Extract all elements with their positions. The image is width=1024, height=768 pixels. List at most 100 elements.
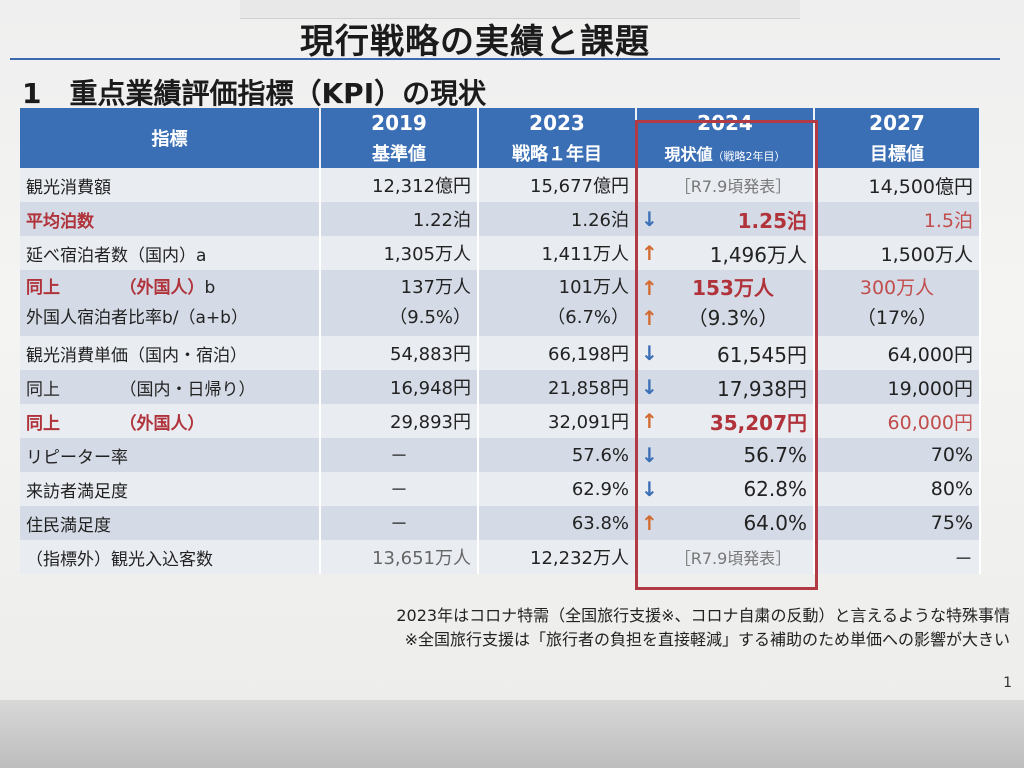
cell-2023: 101万人 （6.7%） <box>478 270 637 336</box>
cell-2027: 64,000円 <box>814 336 981 370</box>
header-current-label: 現状値 <box>664 145 713 164</box>
cell-2027: 80% <box>814 472 981 506</box>
arrow-down-icon: ↓ <box>641 443 658 467</box>
cell-2019: 12,312億円 <box>320 168 479 202</box>
footnote-1: 2023年はコロナ特需（全国旅行支援※、コロナ自粛の反動）と言えるような特殊事情 <box>396 606 1010 625</box>
cell-2024: ［R7.9頃発表］ <box>636 540 815 574</box>
cell-2023-b: （6.7%） <box>547 307 629 328</box>
current-value-a: 153万人 <box>692 276 774 300</box>
cell-2019: 16,948円 <box>320 370 479 404</box>
cell-2027: 14,500億円 <box>814 168 981 202</box>
table-row: 平均泊数 1.22泊 1.26泊 ↓ 1.25泊 1.5泊 <box>20 202 981 236</box>
cell-2024: ↑ 35,207円 <box>636 404 815 438</box>
cell-2019-a: 137万人 <box>400 277 471 298</box>
cell-2023: 66,198円 <box>478 336 637 370</box>
cell-2019: 29,893円 <box>320 404 479 438</box>
arrow-down-icon: ↓ <box>641 341 658 365</box>
header-year-2019: 2019 <box>320 108 479 138</box>
header-current-note: （戦略2年目） <box>712 150 786 163</box>
header-baseline: 基準値 <box>320 138 479 168</box>
table-row: 同上 （外国人）b 外国人宿泊者比率b/（a+b） 137万人 （9.5%） 10… <box>20 270 981 336</box>
target-value-a: 300万人 <box>859 277 935 299</box>
current-value: 1,496万人 <box>709 242 807 267</box>
cell-2023: 1.26泊 <box>478 202 637 236</box>
row-label: 来訪者満足度 <box>20 472 321 506</box>
row-label-same: 同上 <box>26 379 60 400</box>
cell-2019: 1.22泊 <box>320 202 479 236</box>
row-label-line1: 同上 （外国人）b <box>26 273 313 303</box>
cell-2024: ↑ ↑ 153万人 （9.3%） <box>636 270 815 336</box>
target-value-b: （17%） <box>856 307 938 329</box>
cell-2019: 13,651万人 <box>320 540 479 574</box>
paper-edge <box>240 0 800 19</box>
cell-2023: 21,858円 <box>478 370 637 404</box>
table-row: 観光消費単価（国内・宿泊） 54,883円 66,198円 ↓ 61,545円 6… <box>20 336 981 370</box>
kpi-table: 指標 2019 2023 2024 2027 基準値 戦略１年目 現状値（戦略2… <box>20 108 981 574</box>
cell-2023: 15,677億円 <box>478 168 637 202</box>
cell-2019-b: （9.5%） <box>389 307 471 328</box>
table-row: 住民満足度 － 63.8% ↑ 64.0% 75% <box>20 506 981 540</box>
table-row: 同上 （外国人） 29,893円 32,091円 ↑ 35,207円 60,000… <box>20 404 981 438</box>
table-row: 延べ宿泊者数（国内）a 1,305万人 1,411万人 ↑ 1,496万人 1,5… <box>20 236 981 270</box>
cell-2019: 54,883円 <box>320 336 479 370</box>
cell-2019: 1,305万人 <box>320 236 479 270</box>
cell-2027: 19,000円 <box>814 370 981 404</box>
section-heading: 1 重点業績評価指標（KPI）の現状 <box>22 77 487 110</box>
table-row: （指標外）観光入込客数 13,651万人 12,232万人 ［R7.9頃発表］ … <box>20 540 981 574</box>
row-label: 同上 （外国人） <box>20 404 321 438</box>
cell-2024: ↓ 1.25泊 <box>636 202 815 236</box>
row-label: 平均泊数 <box>20 202 321 236</box>
cell-2019: 137万人 （9.5%） <box>320 270 479 336</box>
row-label: リピーター率 <box>20 438 321 472</box>
cell-2023: 57.6% <box>478 438 637 472</box>
cell-2023: 1,411万人 <box>478 236 637 270</box>
row-label-same: 同上 <box>26 413 60 434</box>
cell-2023: 62.9% <box>478 472 637 506</box>
header-year-2024: 2024 <box>636 108 815 138</box>
arrow-up-icon: ↑ <box>641 511 658 535</box>
header-target-value: 目標値 <box>814 138 981 168</box>
page-title: 現行戦略の実績と課題 <box>300 22 650 62</box>
cell-2027: 1.5泊 <box>814 202 981 236</box>
row-label-b: b <box>204 278 216 298</box>
arrow-down-icon: ↓ <box>641 207 658 231</box>
current-value: 35,207円 <box>709 410 807 435</box>
header-year-2023: 2023 <box>478 108 637 138</box>
row-label: 住民満足度 <box>20 506 321 540</box>
current-value: 64.0% <box>743 511 807 535</box>
current-value: 56.7% <box>743 443 807 467</box>
footnotes: 2023年はコロナ特需（全国旅行支援※、コロナ自粛の反動）と言えるような特殊事情… <box>250 604 1010 652</box>
cell-2023: 12,232万人 <box>478 540 637 574</box>
row-label-foreign: （外国人） <box>128 278 205 298</box>
cell-2024: ［R7.9頃発表］ <box>636 168 815 202</box>
cell-2019: － <box>320 506 479 540</box>
cell-2024: ↓ 56.7% <box>636 438 815 472</box>
cell-2023: 63.8% <box>478 506 637 540</box>
page-number: 1 <box>1003 675 1012 691</box>
cell-2027: － <box>814 540 981 574</box>
row-label: 観光消費額 <box>20 168 321 202</box>
table-row: 観光消費額 12,312億円 15,677億円 ［R7.9頃発表］ 14,500… <box>20 168 981 202</box>
current-value: 1.25泊 <box>737 208 807 233</box>
row-label: 観光消費単価（国内・宿泊） <box>20 336 321 370</box>
cell-2024: ↓ 61,545円 <box>636 336 815 370</box>
row-label: 同上 （国内・日帰り） <box>20 370 321 404</box>
cell-2023-a: 101万人 <box>558 277 629 298</box>
arrow-down-icon: ↓ <box>641 477 658 501</box>
table-row: 同上 （国内・日帰り） 16,948円 21,858円 ↓ 17,938円 19,… <box>20 370 981 404</box>
current-value: 62.8% <box>743 477 807 501</box>
row-label-detail: （国内・日帰り） <box>128 379 256 400</box>
header-strategy-year1: 戦略１年目 <box>478 138 637 168</box>
table-row: 来訪者満足度 － 62.9% ↓ 62.8% 80% <box>20 472 981 506</box>
arrow-up-icon: ↑ <box>641 276 658 300</box>
background-desk <box>0 700 1024 768</box>
cell-2023: 32,091円 <box>478 404 637 438</box>
row-label: 同上 （外国人）b 外国人宿泊者比率b/（a+b） <box>20 270 321 336</box>
row-label-detail: （外国人） <box>128 413 205 434</box>
footnote-2: ※全国旅行支援は「旅行者の負担を直接軽減」する補助のため単価への影響が大きい <box>404 630 1010 649</box>
arrow-up-icon: ↑ <box>641 409 658 433</box>
title-underline <box>10 58 1000 60</box>
current-value: 61,545円 <box>717 342 807 367</box>
cell-2024: ↓ 17,938円 <box>636 370 815 404</box>
